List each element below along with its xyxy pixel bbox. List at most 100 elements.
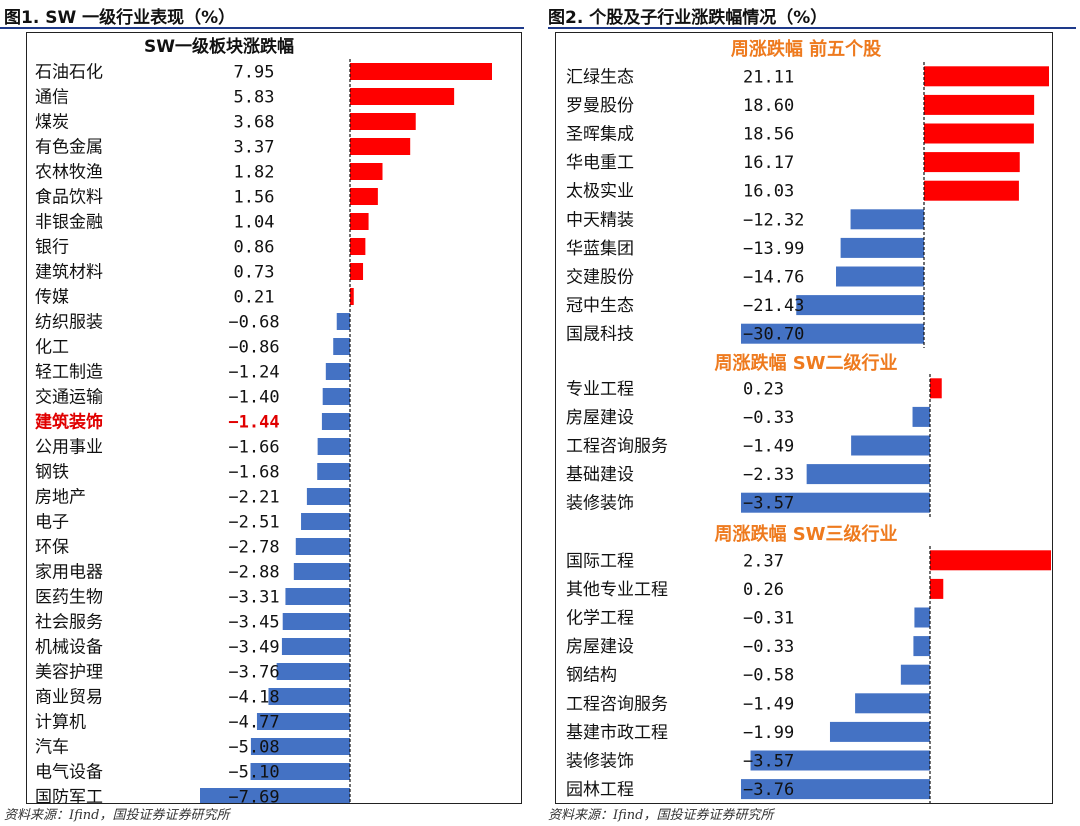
- category-label: 冠中生态: [566, 296, 634, 316]
- bar: [829, 721, 930, 742]
- bar: [321, 413, 350, 430]
- bar: [285, 588, 350, 605]
- bar: [924, 180, 1019, 201]
- bar: [317, 438, 350, 455]
- bar: [850, 209, 924, 230]
- category-label: 化学工程: [566, 609, 634, 629]
- value-label: 18.60: [743, 96, 794, 116]
- value-label: 16.03: [743, 182, 794, 202]
- category-label: 化工: [35, 338, 69, 358]
- category-label: 工程咨询服务: [566, 437, 668, 457]
- value-label: 3.68: [234, 113, 275, 133]
- category-label: 商业贸易: [35, 688, 103, 708]
- bar: [350, 288, 354, 305]
- section-title: 周涨跌幅 SW三级行业: [714, 523, 897, 545]
- figure2-chart-panel: 周涨跌幅 前五个股 汇绿生态 21.11 罗曼股份 18.60 圣晖集成 18.56 华电重工…: [555, 32, 1053, 804]
- category-label: 基础建设: [566, 465, 634, 485]
- category-label: 其他专业工程: [566, 580, 668, 600]
- category-label: 国防军工: [35, 788, 103, 804]
- figure1-title-rule: [0, 27, 524, 29]
- bar: [840, 237, 924, 258]
- value-label: −2.21: [228, 488, 279, 508]
- category-label: 环保: [35, 538, 69, 558]
- category-label: 装修装饰: [566, 752, 634, 772]
- bar: [250, 738, 350, 755]
- category-label: 轻工制造: [35, 363, 103, 383]
- value-label: −2.33: [743, 465, 794, 485]
- value-label: 2.37: [743, 551, 784, 571]
- category-label: 社会服务: [35, 613, 103, 633]
- figure1-chart-panel: SW一级板块涨跌幅 石油石化 7.95 通信 5.83 煤炭 3.68 有色金属 3.37 农林牧…: [26, 32, 522, 804]
- value-label: −14.76: [743, 268, 804, 288]
- value-label: 16.17: [743, 153, 794, 173]
- value-label: 21.11: [743, 67, 794, 87]
- value-label: −0.86: [228, 338, 279, 358]
- category-label: 有色金属: [35, 138, 103, 158]
- category-label: 电子: [35, 513, 69, 533]
- category-label: 交建股份: [566, 268, 634, 288]
- bar: [855, 693, 930, 714]
- value-label: 18.56: [743, 125, 794, 145]
- bar: [276, 663, 350, 680]
- category-label: 园林工程: [566, 780, 634, 800]
- bar: [350, 263, 364, 280]
- category-label: 华电重工: [566, 153, 634, 173]
- category-label: 医药生物: [35, 588, 103, 608]
- bar: [268, 688, 350, 705]
- bar: [350, 163, 383, 180]
- category-label: 建筑装饰: [35, 412, 103, 433]
- value-label: −5.10: [228, 763, 279, 783]
- bar: [293, 563, 350, 580]
- bar: [350, 88, 455, 105]
- bar: [930, 578, 944, 599]
- value-label: −1.44: [228, 413, 279, 433]
- category-label: 计算机: [35, 713, 86, 733]
- section-title: 周涨跌幅 SW二级行业: [714, 352, 897, 374]
- bar: [836, 266, 924, 287]
- category-label: 中天精装: [566, 210, 634, 230]
- value-label: −2.78: [228, 538, 279, 558]
- bar: [350, 63, 492, 80]
- bar: [256, 713, 350, 730]
- value-label: −3.57: [743, 752, 794, 772]
- value-label: −0.68: [228, 313, 279, 333]
- category-label: 钢铁: [35, 463, 69, 483]
- bar: [851, 435, 930, 456]
- category-label: 电气设备: [35, 763, 103, 783]
- figure2-source: 资料来源：Ifind，国投证券证券研究所: [548, 808, 774, 823]
- value-label: −0.31: [743, 609, 794, 629]
- category-label: 石油石化: [35, 63, 103, 83]
- value-label: 3.37: [234, 138, 275, 158]
- bar: [250, 763, 350, 780]
- category-label: 专业工程: [566, 379, 634, 399]
- value-label: 7.95: [234, 63, 275, 83]
- category-label: 煤炭: [35, 113, 69, 133]
- category-label: 传媒: [35, 288, 69, 308]
- value-label: 1.82: [234, 163, 275, 183]
- bar: [336, 313, 350, 330]
- bar: [750, 750, 930, 771]
- bar: [924, 66, 1049, 87]
- bar: [281, 638, 350, 655]
- bar: [741, 323, 924, 344]
- category-label: 房屋建设: [566, 637, 634, 657]
- value-label: −4.77: [228, 713, 279, 733]
- bar: [325, 363, 350, 380]
- value-label: −0.33: [743, 637, 794, 657]
- figure1-title: 图1. SW 一级行业表现（%）: [4, 8, 236, 28]
- bar: [900, 664, 930, 685]
- bar: [282, 613, 350, 630]
- bar: [350, 113, 416, 130]
- section-title: 周涨跌幅 前五个股: [731, 38, 882, 60]
- category-label: 房屋建设: [566, 408, 634, 428]
- bar: [333, 338, 350, 355]
- value-label: −0.33: [743, 408, 794, 428]
- value-label: −13.99: [743, 239, 804, 259]
- value-label: 1.04: [234, 213, 275, 233]
- figure2-title: 图2. 个股及子行业涨跌幅情况（%）: [548, 8, 828, 28]
- value-label: −3.76: [228, 663, 279, 683]
- bar: [350, 238, 366, 255]
- category-label: 罗曼股份: [566, 96, 634, 116]
- value-label: −1.40: [228, 388, 279, 408]
